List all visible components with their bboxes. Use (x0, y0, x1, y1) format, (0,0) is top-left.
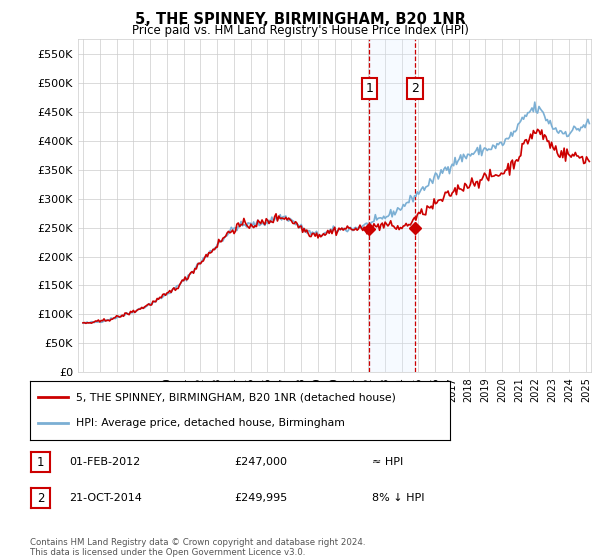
Text: 21-OCT-2014: 21-OCT-2014 (69, 493, 142, 503)
Text: 5, THE SPINNEY, BIRMINGHAM, B20 1NR: 5, THE SPINNEY, BIRMINGHAM, B20 1NR (134, 12, 466, 27)
Text: 8% ↓ HPI: 8% ↓ HPI (372, 493, 425, 503)
Text: £249,995: £249,995 (234, 493, 287, 503)
Text: 01-FEB-2012: 01-FEB-2012 (69, 457, 140, 467)
Text: 1: 1 (365, 82, 373, 95)
Text: 1: 1 (37, 455, 44, 469)
Text: £247,000: £247,000 (234, 457, 287, 467)
Bar (370, 39, 415, 372)
Text: Contains HM Land Registry data © Crown copyright and database right 2024.
This d: Contains HM Land Registry data © Crown c… (30, 538, 365, 557)
Text: 5, THE SPINNEY, BIRMINGHAM, B20 1NR (detached house): 5, THE SPINNEY, BIRMINGHAM, B20 1NR (det… (76, 392, 396, 402)
Text: Price paid vs. HM Land Registry's House Price Index (HPI): Price paid vs. HM Land Registry's House … (131, 24, 469, 37)
Text: 2: 2 (37, 492, 44, 505)
Text: HPI: Average price, detached house, Birmingham: HPI: Average price, detached house, Birm… (76, 418, 345, 428)
Text: 2: 2 (411, 82, 419, 95)
Text: ≈ HPI: ≈ HPI (372, 457, 403, 467)
